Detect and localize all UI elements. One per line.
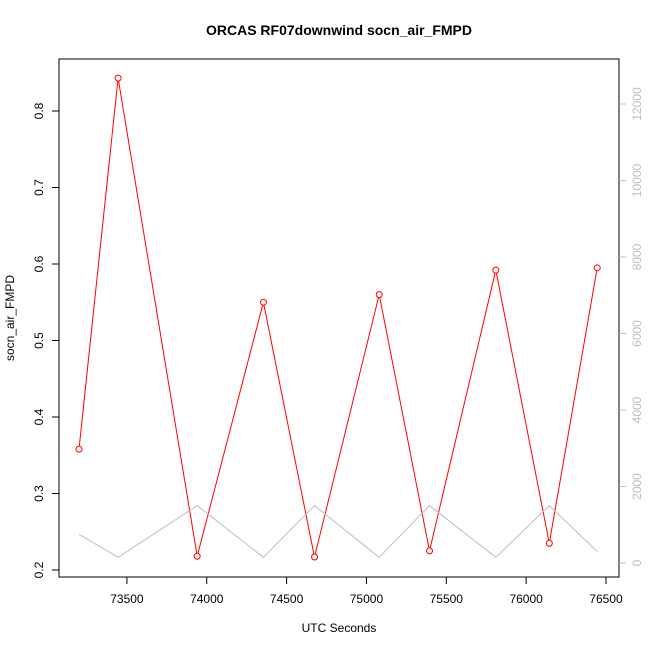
data-point [426, 547, 434, 555]
x-tick-label: 74500 [270, 592, 304, 606]
plot-frame [58, 58, 620, 578]
chart-title: ORCAS RF07downwind socn_air_FMPD [206, 22, 472, 38]
data-point [75, 445, 83, 453]
data-point [492, 266, 500, 274]
data-point [114, 74, 122, 82]
x-tick-label: 74000 [190, 592, 224, 606]
y-tick-label: 0.2 [32, 561, 46, 578]
y2-tick-label: 6000 [630, 320, 644, 347]
plot-area: 73500 74000 74500 75000 75500 76000 76500 0.2 0.… [32, 58, 644, 606]
y2-tick-label: 4000 [630, 396, 644, 423]
x-tick-label: 75500 [430, 592, 464, 606]
y-tick-label: 0.6 [32, 255, 46, 272]
data-point [259, 298, 267, 306]
x-tick-label: 75000 [350, 592, 384, 606]
x-tick-label: 76000 [509, 592, 543, 606]
y-tick-label: 0.3 [32, 485, 46, 502]
data-point [593, 264, 601, 272]
y2-tick-label: 0 [630, 559, 644, 566]
y-tick-label: 0.4 [32, 408, 46, 425]
y-tick-label: 0.8 [32, 102, 46, 119]
y2-tick-label: 2000 [630, 473, 644, 500]
y-axis-label: socn_air_FMPD [3, 275, 17, 361]
series-line-gray [78, 504, 598, 558]
x-tick-label: 76500 [589, 592, 623, 606]
data-point [545, 539, 553, 547]
y-tick-label: 0.5 [32, 332, 46, 349]
x-axis-label: UTC Seconds [302, 621, 377, 635]
data-point [311, 553, 319, 561]
data-point [193, 552, 201, 560]
y2-tick-label: 8000 [630, 243, 644, 270]
y2-tick-label: 12000 [630, 87, 644, 121]
data-point [375, 291, 383, 299]
y-tick-label: 0.7 [32, 179, 46, 196]
y2-tick-label: 10000 [630, 163, 644, 197]
series-line-red [78, 78, 598, 558]
x-tick-label: 73500 [110, 592, 144, 606]
